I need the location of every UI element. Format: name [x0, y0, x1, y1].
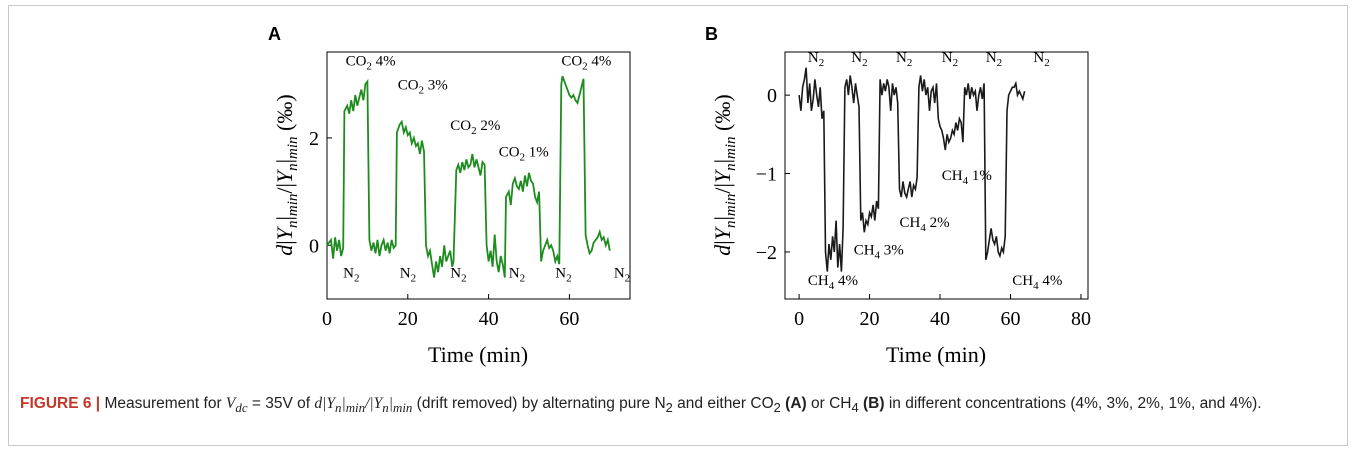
panel-b-annotation-5: N2: [1033, 50, 1049, 69]
panel-a-annotation-3: CO2 1%: [499, 145, 549, 164]
caption-expr-sub2: min: [345, 400, 366, 416]
caption-v-sub: dc: [235, 400, 248, 416]
panel-a-annotation-7: N2: [450, 266, 466, 285]
panel-a-series-line: [326, 75, 611, 278]
panel-a-annotation-2: CO2 2%: [450, 118, 500, 137]
panel-a-plot-frame: [326, 51, 631, 300]
caption-expr-sub1: n: [335, 400, 342, 416]
caption-expr-mid3: |: [388, 395, 394, 412]
caption-text-6: in different concentrations (4%, 3%, 2%,…: [884, 395, 1262, 412]
figure-charts: A Time (min) d|Yn|min/|Yn|min (‰) 0 20 40 6…: [268, 24, 1091, 367]
panel-a-letter: A: [268, 24, 281, 44]
panel-b-chart: B Time (min) d|Yn|min/|Yn|min (‰) 0 20 40 6…: [705, 24, 1091, 367]
caption-text-5: or CH: [806, 395, 852, 412]
panel-b-xtick-label-4: 80: [1071, 308, 1091, 330]
panel-a-annotation-1: CO2 3%: [398, 78, 448, 97]
panel-b-ytick-label-2: −2: [756, 242, 777, 264]
caption-expr: d|Y: [314, 395, 336, 412]
panel-a-annotation-8: N2: [509, 266, 525, 285]
panel-a-annotation-5: N2: [343, 266, 359, 285]
panel-a-annotation-0: CO2 4%: [346, 53, 396, 72]
panel-b-ytick-label-0: 0: [767, 85, 777, 107]
panel-b-ylabel: d|Yn|min/|Yn|min (‰): [710, 94, 739, 255]
panel-a-xtick-label-0: 0: [322, 308, 332, 330]
caption-expr-mid2: /|Y: [365, 395, 383, 412]
caption-text-4: and either CO: [672, 395, 774, 412]
figure-caption: FIGURE 6 | Measurement for Vdc = 35V of …: [20, 392, 1338, 420]
panel-b-series-line: [798, 67, 1026, 272]
caption-v-symbol: V: [225, 395, 236, 412]
panel-b-plot-frame: [784, 51, 1089, 300]
panel-a-annotation-10: N2: [614, 266, 630, 285]
caption-text-1: Measurement for: [100, 395, 226, 412]
caption-expr-sub4: min: [393, 400, 413, 416]
figure-frame: [8, 5, 1348, 446]
caption-co2-sub: 2: [773, 400, 781, 416]
panel-b-xtick-label-0: 0: [794, 308, 804, 330]
panel-a-ytick-label-1: 2: [309, 128, 319, 150]
panel-a-annotation-9: N2: [555, 266, 571, 285]
caption-expr-mid: |: [341, 395, 346, 412]
panel-b-annotation-2: N2: [896, 50, 912, 69]
panel-b-annotation-3: N2: [942, 50, 958, 69]
panel-b-annotation-6: CH4 4%: [808, 273, 858, 292]
panel-b-xtick-label-3: 60: [1000, 308, 1020, 330]
panel-a-xtick-label-2: 40: [479, 308, 499, 330]
panel-a-chart: A Time (min) d|Yn|min/|Yn|min (‰) 0 20 40 6…: [268, 24, 631, 367]
panel-b-annotation-8: CH4 2%: [900, 215, 950, 234]
caption-panel-b-ref: (B): [862, 395, 885, 412]
caption-n2-sub: 2: [665, 400, 673, 416]
panel-a-ylabel: d|Yn|min/|Yn|min (‰): [272, 94, 301, 255]
panel-a-annotation-6: N2: [400, 266, 416, 285]
panel-b-xlabel: Time (min): [886, 342, 986, 367]
caption-figure-label: FIGURE 6 |: [20, 395, 101, 412]
panel-a-ytick-label-0: 0: [309, 235, 319, 257]
panel-b-annotation-9: CH4 1%: [942, 168, 992, 187]
panel-a-xtick-label-1: 20: [398, 308, 418, 330]
caption-text-2: = 35V of: [247, 395, 315, 412]
panel-a-xlabel: Time (min): [428, 342, 528, 367]
panel-b-annotation-7: CH4 3%: [854, 242, 904, 261]
caption-ch4-sub: 4: [851, 400, 859, 416]
panel-b-xtick-label-1: 20: [860, 308, 880, 330]
caption-panel-a-ref: (A): [785, 395, 807, 412]
caption-text-3: (drift removed) by alternating pure N: [412, 395, 666, 412]
caption-expr-sub3: n: [382, 400, 389, 416]
panel-a-xtick-label-3: 60: [559, 308, 579, 330]
panel-b-annotation-4: N2: [986, 50, 1002, 69]
panel-b-letter: B: [705, 24, 718, 44]
panel-b-annotation-10: CH4 4%: [1012, 273, 1062, 292]
panel-b-annotation-1: N2: [851, 50, 867, 69]
panel-b-ytick-label-1: −1: [756, 164, 777, 186]
panel-a-annotation-4: CO2 4%: [561, 53, 611, 72]
panel-b-xtick-label-2: 40: [930, 308, 950, 330]
panel-b-annotation-0: N2: [808, 50, 824, 69]
